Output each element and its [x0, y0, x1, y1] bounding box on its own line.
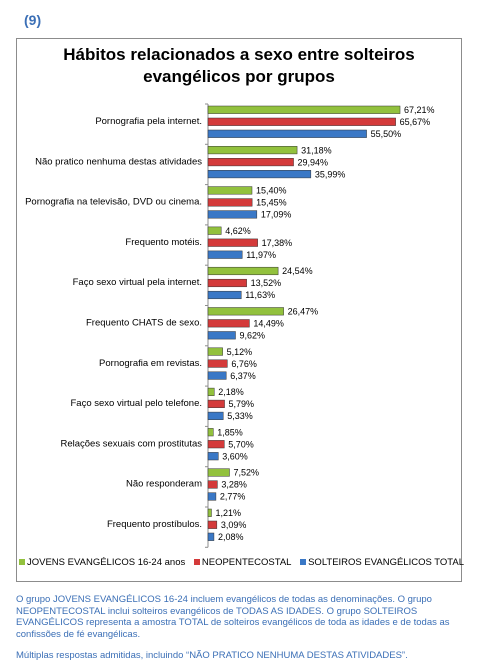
bar-total [207, 129, 367, 138]
chart-title: Hábitos relacionados a sexo entre soltei… [63, 45, 415, 86]
category-label: Não responderam [126, 479, 202, 490]
data-label: 13,52% [251, 278, 282, 288]
bar-jovens [207, 307, 284, 316]
data-label: 3,28% [221, 480, 247, 490]
data-label: 29,94% [298, 157, 329, 167]
chart-legend: JOVENS EVANGÉLICOS 16-24 anos NEOPENTECO… [16, 557, 464, 568]
data-label: 4,62% [225, 226, 251, 236]
bar-jovens [207, 347, 223, 356]
bar-jovens [207, 226, 222, 235]
data-label: 2,18% [218, 387, 244, 397]
data-label: 11,63% [245, 290, 275, 300]
legend-item-neopentecostal: NEOPENTECOSTAL [193, 557, 292, 568]
data-label: 17,38% [262, 238, 293, 248]
bar-total [207, 170, 312, 179]
data-label: 31,18% [301, 145, 332, 155]
data-label: 11,97% [246, 250, 276, 260]
category-label: Frequento motéis. [125, 237, 202, 248]
data-label: 5,70% [228, 439, 254, 449]
bar-jovens [207, 146, 298, 155]
data-label: 14,49% [253, 319, 284, 329]
category-label: Pornografia em revistas. [99, 358, 202, 369]
bar-neopentecostal [207, 480, 218, 489]
category-label: Relações sexuais com prostitutas [60, 438, 202, 449]
legend-label-neopentecostal: NEOPENTECOSTAL [201, 557, 292, 568]
bar-neopentecostal [207, 158, 294, 167]
data-label: 2,77% [220, 492, 246, 502]
legend-item-total: SOLTEIROS EVANGÉLICOS TOTAL [300, 557, 464, 568]
data-label: 1,85% [217, 427, 243, 437]
data-label: 65,67% [400, 117, 431, 127]
bar-neopentecostal [207, 520, 218, 529]
data-label: 3,09% [221, 520, 247, 530]
bar-total [207, 452, 219, 461]
data-label: 6,76% [231, 359, 257, 369]
bar-neopentecostal [207, 319, 250, 328]
data-label: 2,08% [218, 532, 244, 542]
bar-total [207, 250, 243, 259]
bar-jovens [207, 266, 279, 276]
category-label: Não pratico nenhuma destas atividades [35, 156, 202, 167]
category-label: Faço sexo virtual pela internet. [73, 277, 202, 288]
figure-caption: O grupo JOVENS EVANGÉLICOS 16-24 incluem… [16, 594, 468, 672]
bar-total [207, 210, 258, 219]
bar-total [207, 411, 224, 420]
data-label: 1,21% [215, 508, 241, 518]
category-label: Pornografia na televisão, DVD ou cinema. [25, 197, 202, 208]
bar-neopentecostal [207, 399, 225, 408]
data-label: 5,79% [229, 399, 255, 409]
category-label: Pornografia pela internet. [95, 116, 202, 127]
bar-jovens [207, 508, 212, 517]
bar-jovens [207, 387, 215, 396]
bar-total [207, 371, 227, 380]
bar-total [207, 532, 215, 541]
bar-jovens [207, 105, 401, 114]
bar-neopentecostal [207, 238, 258, 247]
data-label: 26,47% [288, 307, 319, 317]
data-label: 9,62% [239, 331, 265, 341]
category-label: Frequento prostíbulos. [107, 519, 202, 530]
bar-total [207, 331, 236, 340]
data-label: 24,54% [282, 266, 313, 276]
category-label: Frequento CHATS de sexo. [86, 318, 202, 329]
data-label: 5,12% [227, 347, 253, 357]
bar-neopentecostal [207, 440, 225, 449]
figure-number: (9) [24, 12, 42, 28]
bar-jovens [207, 428, 214, 437]
bar-total [207, 492, 217, 501]
data-label: 17,09% [261, 210, 292, 220]
legend-label-total: SOLTEIROS EVANGÉLICOS TOTAL [308, 557, 465, 568]
legend-swatch-neopentecostal [193, 559, 200, 566]
bar-chart: Pornografia pela internet. 67,21% 65,67% 55… [25, 103, 435, 548]
bar-jovens [207, 186, 253, 195]
data-label: 55,50% [371, 129, 402, 139]
data-label: 67,21% [404, 105, 435, 115]
data-label: 35,99% [315, 169, 346, 179]
data-label: 15,40% [256, 186, 287, 196]
bar-total [207, 290, 242, 300]
caption-paragraph-multiple-answers: Múltiplas respostas admitidas, incluindo… [16, 650, 408, 661]
data-label: 3,60% [222, 451, 248, 461]
bar-jovens [207, 468, 230, 477]
legend-swatch-total [300, 559, 307, 566]
legend-swatch-jovens [19, 559, 25, 566]
legend-item-jovens: JOVENS EVANGÉLICOS 16-24 anos [19, 557, 185, 568]
data-label: 6,37% [230, 371, 256, 381]
bar-neopentecostal [207, 359, 228, 368]
data-label: 5,33% [227, 411, 253, 421]
bar-neopentecostal [207, 117, 396, 126]
legend-label-jovens: JOVENS EVANGÉLICOS 16-24 anos [27, 557, 186, 568]
bar-neopentecostal [207, 278, 247, 288]
data-label: 15,45% [256, 198, 287, 208]
bar-neopentecostal [207, 198, 253, 207]
data-label: 7,52% [233, 468, 259, 478]
caption-paragraph-groups: O grupo JOVENS EVANGÉLICOS 16-24 incluem… [16, 594, 450, 640]
category-label: Faço sexo virtual pelo telefone. [71, 398, 203, 409]
